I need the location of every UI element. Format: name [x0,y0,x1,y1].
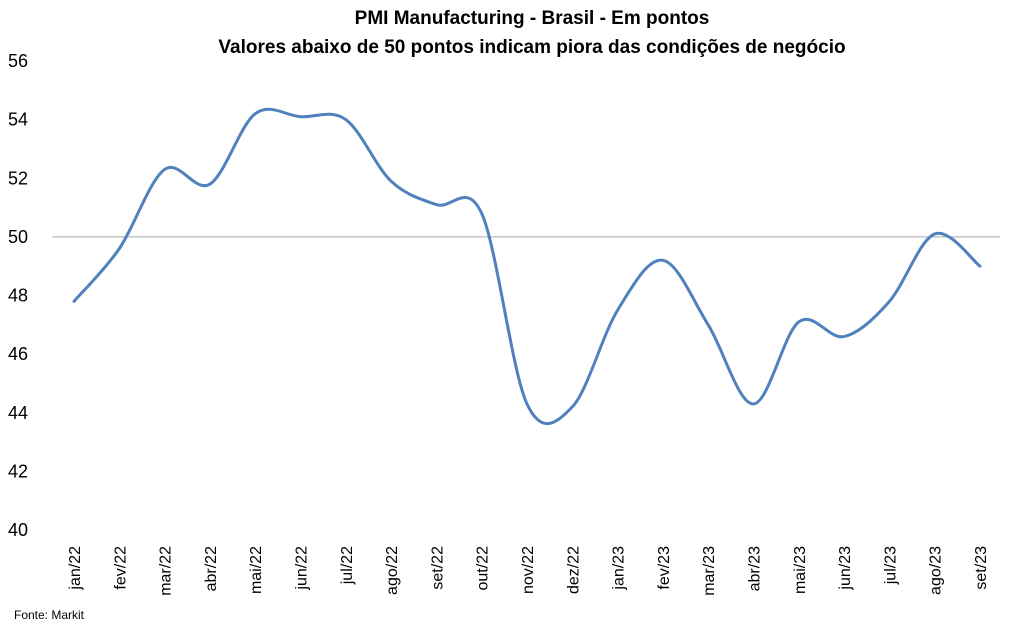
x-tick-label: ago/22 [384,546,401,595]
x-tick-label: abr/23 [747,546,764,591]
y-tick-label: 54 [8,110,28,130]
x-tick-label: abr/22 [203,546,220,591]
x-tick-label: fev/23 [656,546,673,590]
x-tick-label: set/22 [429,546,446,590]
x-tick-label: jun/22 [294,546,311,591]
series-group [72,107,982,426]
x-tick-label: mar/22 [158,546,175,596]
x-tick-label: set/23 [973,546,990,590]
x-tick-label: ago/23 [928,546,945,595]
y-tick-label: 40 [8,520,28,540]
x-tick-label: out/22 [475,546,492,591]
y-axis-ticks: 40 42 44 46 48 50 52 54 56 [8,51,28,540]
chart-subtitle: Valores abaixo de 50 pontos indicam pior… [218,37,845,58]
pmi-series-line [72,107,982,426]
y-tick-label: 42 [8,461,28,481]
x-tick-label: dez/22 [565,546,582,594]
y-tick-label: 50 [8,227,28,247]
x-tick-label: jan/22 [67,546,84,591]
y-tick-label: 44 [8,403,28,423]
x-axis-ticks: jan/22 fev/22 mar/22 abr/22 mai/22 jun/22 jul/… [67,546,990,596]
source-note: Fonte: Markit [14,608,85,622]
x-tick-label: mar/23 [701,546,718,596]
x-tick-label: nov/22 [520,546,537,594]
chart-title: PMI Manufacturing - Brasil - Em pontos [355,8,710,29]
x-tick-label: jul/23 [882,546,899,585]
x-tick-label: jul/22 [339,546,356,585]
y-tick-label: 56 [8,51,28,71]
x-tick-label: mai/22 [248,546,265,594]
x-tick-label: jun/23 [837,546,854,591]
y-tick-label: 46 [8,344,28,364]
x-tick-label: fev/22 [112,546,129,590]
y-tick-label: 52 [8,168,28,188]
x-tick-label: jan/23 [611,546,628,591]
y-tick-label: 48 [8,286,28,306]
x-tick-label: mai/23 [792,546,809,594]
